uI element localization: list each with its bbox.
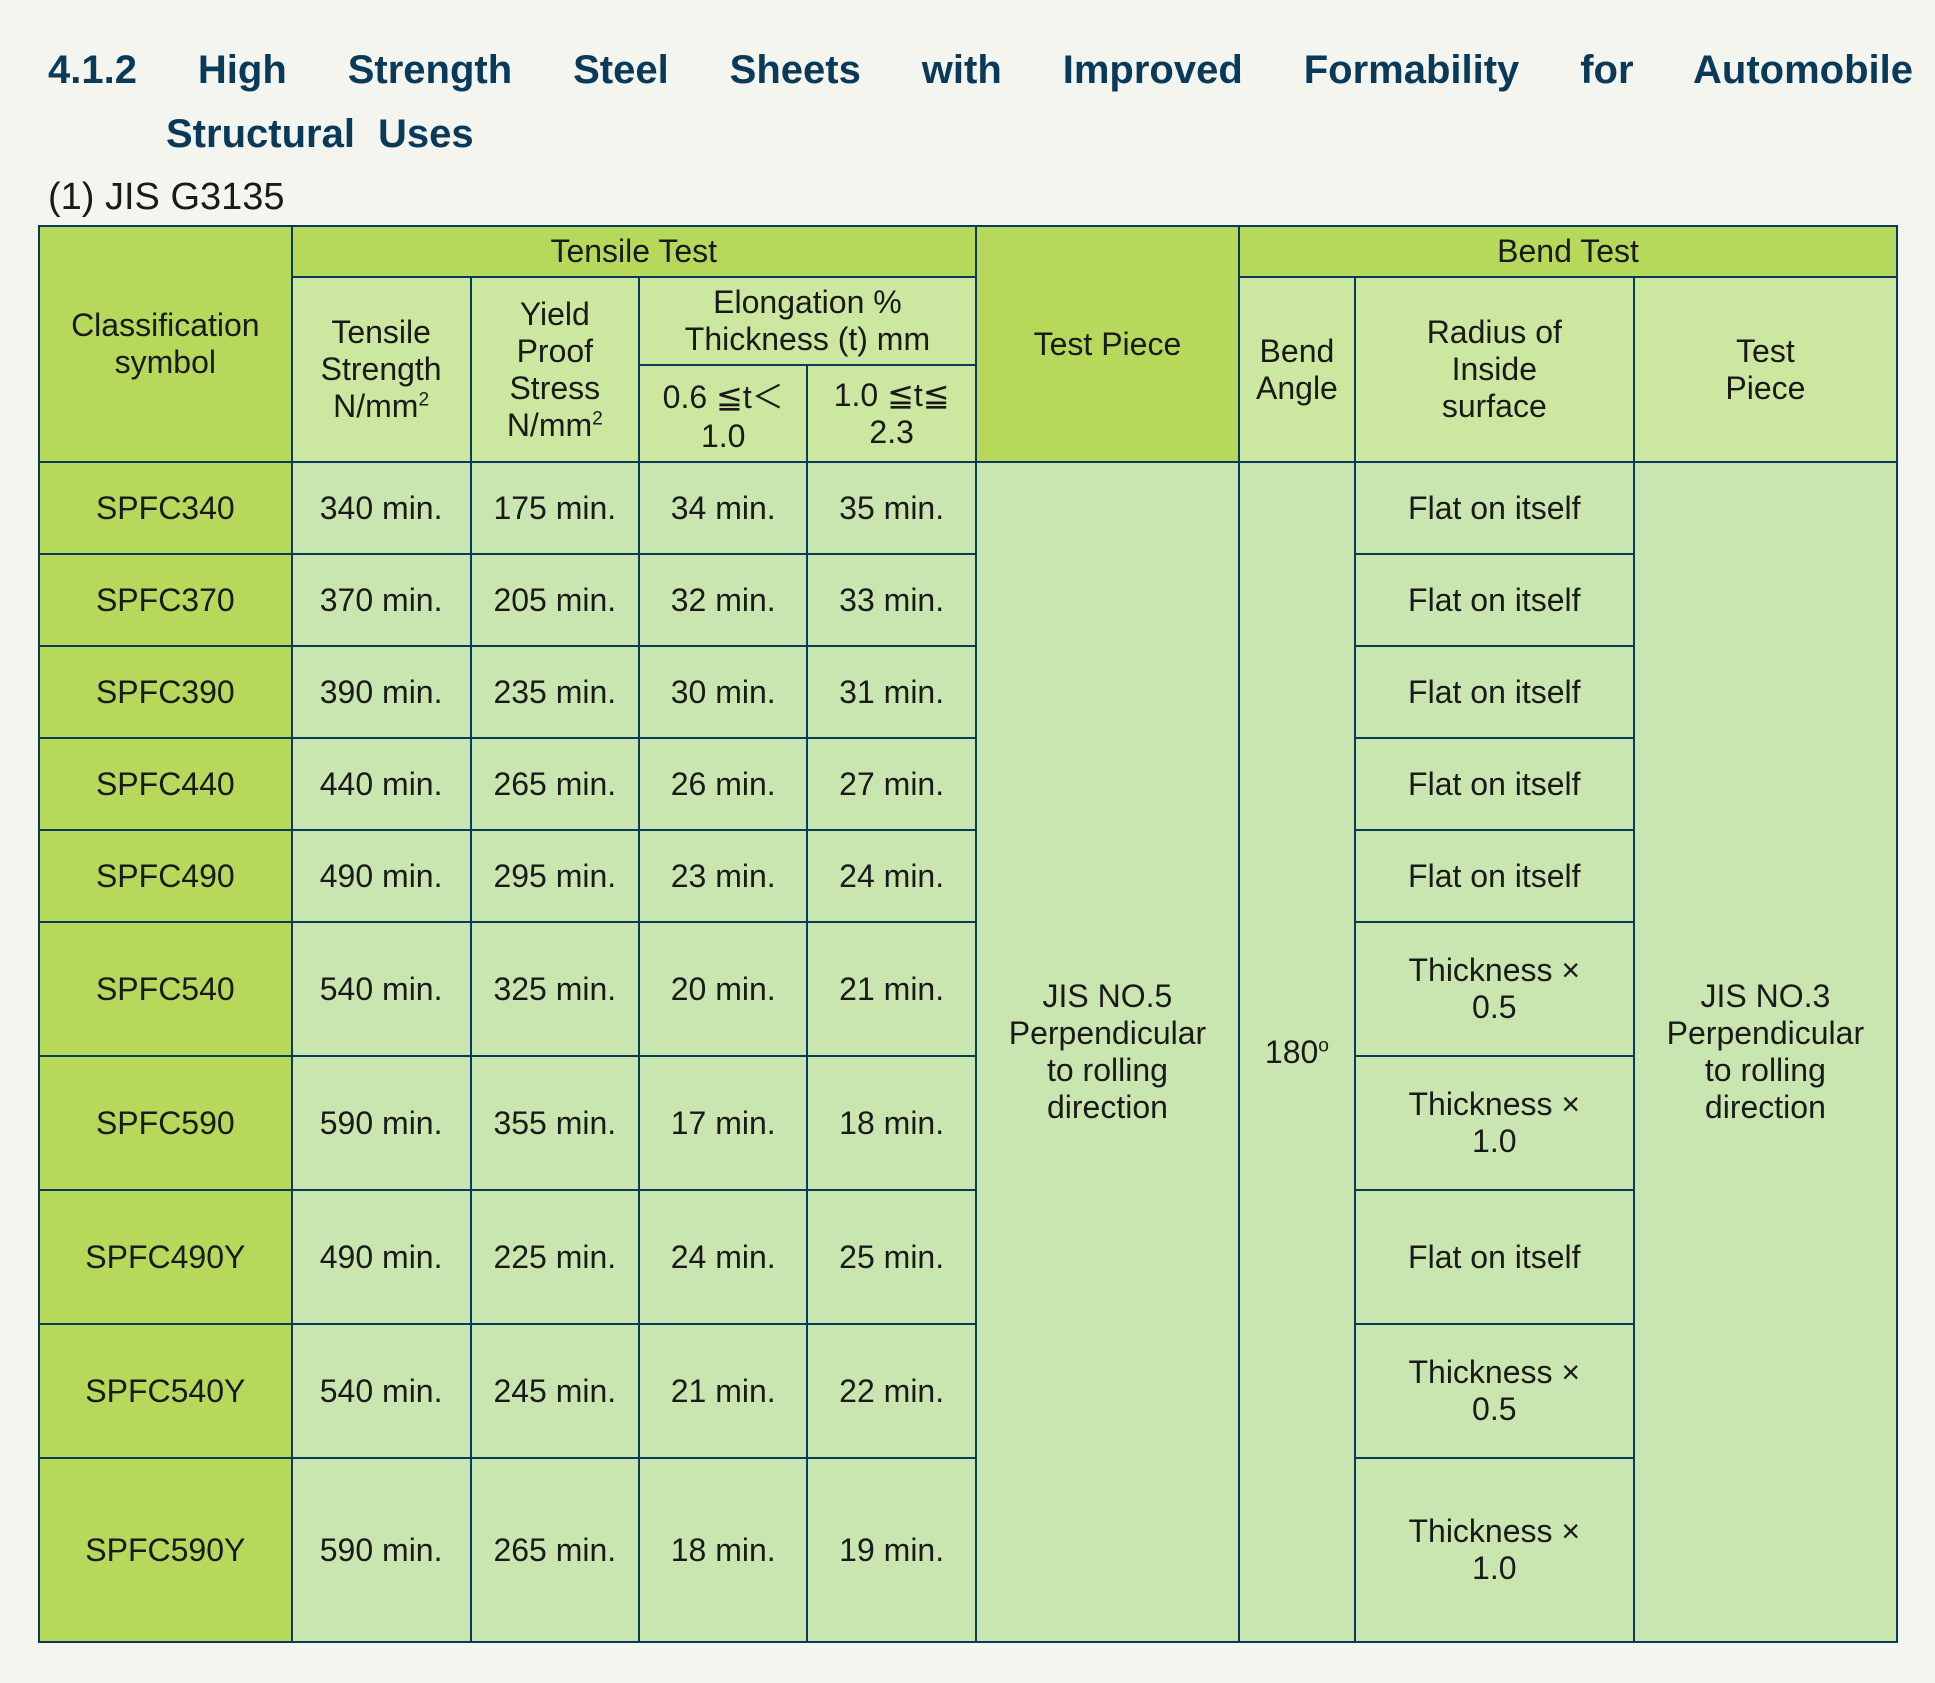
cell-symbol: SPFC540	[39, 922, 292, 1056]
th-radius-inside: Radius of Inside surface	[1355, 277, 1634, 462]
cell-elong-a: 18 min.	[639, 1458, 807, 1642]
cell-elong-b: 18 min.	[807, 1056, 975, 1190]
cell-yield: 265 min.	[471, 738, 639, 830]
cell-radius: Thickness × 1.0	[1355, 1458, 1634, 1642]
cell-elong-a: 32 min.	[639, 554, 807, 646]
cell-tensile: 540 min.	[292, 1324, 471, 1458]
cell-yield: 265 min.	[471, 1458, 639, 1642]
th-elong-b: 1.0 ≦t≦ 2.3	[807, 365, 975, 462]
th-tensile-strength: Tensile Strength N/mm2	[292, 277, 471, 462]
cell-yield: 245 min.	[471, 1324, 639, 1458]
cell-symbol: SPFC440	[39, 738, 292, 830]
cell-radius: Flat on itself	[1355, 1190, 1634, 1324]
cell-symbol: SPFC340	[39, 462, 292, 554]
th-bend-angle: Bend Angle	[1239, 277, 1355, 462]
cell-elong-b: 31 min.	[807, 646, 975, 738]
cell-radius: Thickness × 1.0	[1355, 1056, 1634, 1190]
section-title-line1: 4.1.2 High Strength Steel Sheets with Im…	[48, 38, 1913, 102]
table-row: SPFC590Y590 min.265 min.18 min.19 min. Th…	[39, 1458, 1897, 1642]
cell-tensile: 390 min.	[292, 646, 471, 738]
table-row: SPFC590590 min.355 min.17 min.18 min. Thi…	[39, 1056, 1897, 1190]
steel-properties-table: Classification symbol Tensile Test Test …	[38, 225, 1898, 1643]
cell-tensile: 440 min.	[292, 738, 471, 830]
standard-subsection: (1) JIS G3135	[38, 176, 1913, 219]
table-row: SPFC390390 min.235 min.30 min.31 min. Fla…	[39, 646, 1897, 738]
cell-yield: 205 min.	[471, 554, 639, 646]
table-header: Classification symbol Tensile Test Test …	[39, 226, 1897, 462]
cell-elong-b: 19 min.	[807, 1458, 975, 1642]
th-elong-a: 0.6 ≦t＜ 1.0	[639, 365, 807, 462]
cell-elong-b: 35 min.	[807, 462, 975, 554]
table-row: SPFC340340 min.175 min.34 min.35 min.JIS…	[39, 462, 1897, 554]
th-test-piece: Test Piece	[976, 226, 1239, 462]
cell-radius: Thickness × 0.5	[1355, 1324, 1634, 1458]
cell-tensile: 540 min.	[292, 922, 471, 1056]
cell-yield: 175 min.	[471, 462, 639, 554]
cell-symbol: SPFC540Y	[39, 1324, 292, 1458]
cell-radius: Flat on itself	[1355, 830, 1634, 922]
cell-elong-a: 26 min.	[639, 738, 807, 830]
cell-tensile: 340 min.	[292, 462, 471, 554]
cell-symbol: SPFC490Y	[39, 1190, 292, 1324]
cell-tensile: 370 min.	[292, 554, 471, 646]
table-row: SPFC490490 min.295 min.23 min.24 min. Fla…	[39, 830, 1897, 922]
cell-elong-a: 20 min.	[639, 922, 807, 1056]
cell-elong-a: 17 min.	[639, 1056, 807, 1190]
cell-radius: Flat on itself	[1355, 738, 1634, 830]
section-title: 4.1.2 High Strength Steel Sheets with Im…	[38, 38, 1913, 166]
cell-yield: 225 min.	[471, 1190, 639, 1324]
cell-tensile: 590 min.	[292, 1458, 471, 1642]
cell-symbol: SPFC590Y	[39, 1458, 292, 1642]
cell-yield: 235 min.	[471, 646, 639, 738]
table-row: SPFC540540 min.325 min.20 min.21 min. Thi…	[39, 922, 1897, 1056]
table-row: SPFC440440 min.265 min.26 min.27 min. Fla…	[39, 738, 1897, 830]
cell-symbol: SPFC390	[39, 646, 292, 738]
cell-tensile: 590 min.	[292, 1056, 471, 1190]
cell-elong-b: 33 min.	[807, 554, 975, 646]
table-body: SPFC340340 min.175 min.34 min.35 min.JIS…	[39, 462, 1897, 1642]
cell-test-piece-tensile: JIS NO.5 Perpendicular to rolling direct…	[976, 462, 1239, 1642]
th-classification: Classification symbol	[39, 226, 292, 462]
cell-radius: Flat on itself	[1355, 554, 1634, 646]
cell-bend-angle: 180o	[1239, 462, 1355, 1642]
cell-elong-a: 24 min.	[639, 1190, 807, 1324]
cell-elong-a: 34 min.	[639, 462, 807, 554]
th-yield-proof: Yield Proof Stress N/mm2	[471, 277, 639, 462]
table-row: SPFC490Y490 min.225 min.24 min.25 min. Fl…	[39, 1190, 1897, 1324]
th-bend-group: Bend Test	[1239, 226, 1897, 277]
cell-elong-b: 21 min.	[807, 922, 975, 1056]
cell-elong-b: 25 min.	[807, 1190, 975, 1324]
table-row: SPFC540Y540 min.245 min.21 min.22 min. Th…	[39, 1324, 1897, 1458]
cell-radius: Flat on itself	[1355, 462, 1634, 554]
cell-elong-a: 30 min.	[639, 646, 807, 738]
cell-elong-a: 21 min.	[639, 1324, 807, 1458]
th-tensile-group: Tensile Test	[292, 226, 976, 277]
cell-symbol: SPFC590	[39, 1056, 292, 1190]
cell-radius: Thickness × 0.5	[1355, 922, 1634, 1056]
cell-test-piece-bend: JIS NO.3 Perpendicular to rolling direct…	[1634, 462, 1897, 1642]
cell-tensile: 490 min.	[292, 830, 471, 922]
cell-elong-a: 23 min.	[639, 830, 807, 922]
cell-elong-b: 24 min.	[807, 830, 975, 922]
cell-yield: 295 min.	[471, 830, 639, 922]
cell-radius: Flat on itself	[1355, 646, 1634, 738]
section-title-line2: Structural Uses	[48, 102, 1913, 166]
th-elong-group: Elongation % Thickness (t) mm	[639, 277, 976, 365]
cell-elong-b: 27 min.	[807, 738, 975, 830]
cell-elong-b: 22 min.	[807, 1324, 975, 1458]
cell-symbol: SPFC370	[39, 554, 292, 646]
th-bend-test-piece: Test Piece	[1634, 277, 1897, 462]
cell-symbol: SPFC490	[39, 830, 292, 922]
cell-yield: 325 min.	[471, 922, 639, 1056]
table-row: SPFC370370 min.205 min.32 min.33 min. Fla…	[39, 554, 1897, 646]
cell-yield: 355 min.	[471, 1056, 639, 1190]
cell-tensile: 490 min.	[292, 1190, 471, 1324]
